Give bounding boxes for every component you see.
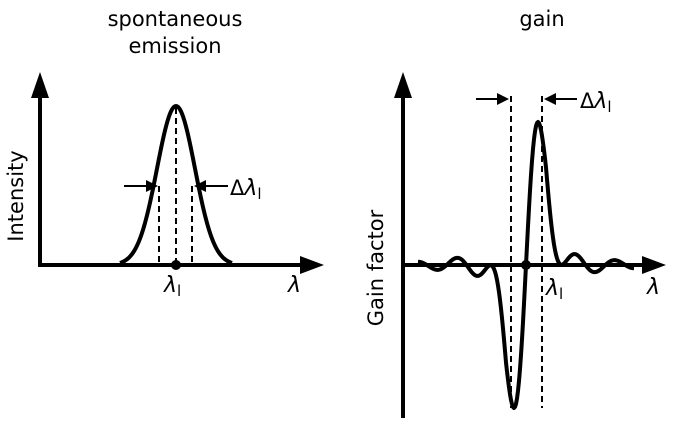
- right-x-axis-symbol: λ: [646, 275, 660, 300]
- right-y-axis-arrowhead: [394, 72, 412, 98]
- left-y-axis-label: Intensity: [4, 150, 28, 241]
- left-width-arrowhead-right: [194, 180, 206, 192]
- left-width-label: Δλl: [230, 176, 262, 203]
- right-width-label: Δλl: [580, 89, 612, 116]
- left-y-axis-arrowhead: [31, 72, 49, 98]
- right-panel: gain Gain factor Δλl λl λ: [364, 7, 666, 418]
- right-width-arrowhead-left: [497, 93, 509, 105]
- left-center-dot: [171, 260, 181, 270]
- spontaneous-emission-curve: [119, 103, 233, 265]
- left-center-label: λl: [163, 273, 181, 300]
- left-title-line2: emission: [128, 34, 221, 58]
- left-width-arrowhead-left: [146, 180, 158, 192]
- right-center-label: λl: [545, 276, 563, 303]
- right-x-axis-arrowhead: [642, 256, 666, 274]
- left-panel: spontaneous emission Intensity Δλl λl: [4, 7, 324, 300]
- left-x-axis-arrowhead: [300, 256, 324, 274]
- left-x-axis-symbol: λ: [287, 273, 301, 298]
- left-title-line1: spontaneous: [108, 7, 243, 31]
- right-title: gain: [519, 7, 564, 31]
- right-width-arrowhead-right: [544, 93, 556, 105]
- right-y-axis-label: Gain factor: [364, 209, 388, 326]
- right-center-dot: [521, 260, 531, 270]
